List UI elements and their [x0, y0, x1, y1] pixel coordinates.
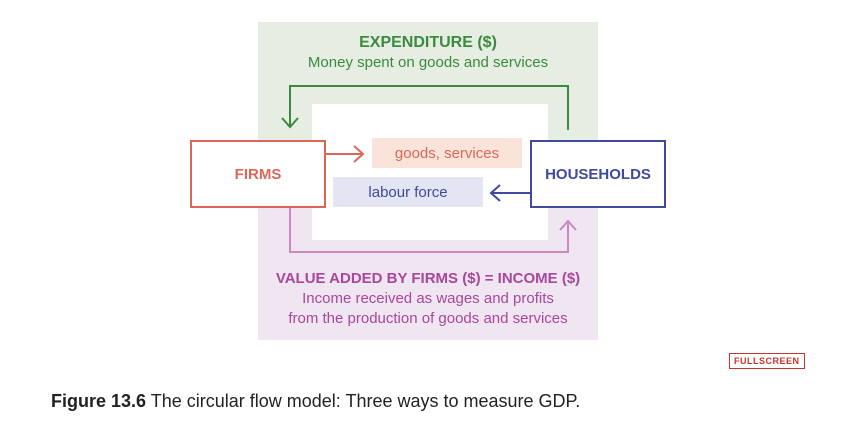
expenditure-title: EXPENDITURE ($) [359, 34, 497, 51]
labour-arrowhead [489, 184, 501, 202]
figure-caption: Figure 13.6 The circular flow model: Thr… [51, 391, 580, 412]
expenditure-flow-arrow [289, 85, 569, 130]
income-title: VALUE ADDED BY FIRMS ($) = INCOME ($) [275, 270, 581, 287]
caption-text: The circular flow model: Three ways to m… [146, 391, 581, 411]
labour-force-label: labour force [333, 177, 483, 207]
goods-services-label: goods, services [372, 138, 522, 168]
expenditure-subtitle: Money spent on goods and services [307, 54, 549, 71]
fullscreen-button[interactable]: FULLSCREEN [729, 353, 805, 369]
households-box: HOUSEHOLDS [530, 140, 666, 208]
income-arrowhead [559, 219, 577, 231]
expenditure-arrowhead [281, 117, 299, 129]
income-subtitle-line1: Income received as wages and profits [302, 290, 554, 307]
goods-arrowhead [353, 145, 365, 163]
income-subtitle-line2: from the production of goods and service… [288, 310, 568, 327]
figure-label: Figure 13.6 [51, 391, 147, 411]
income-flow-arrow [289, 208, 569, 253]
firms-box: FIRMS [190, 140, 326, 208]
inner-area [312, 104, 548, 240]
